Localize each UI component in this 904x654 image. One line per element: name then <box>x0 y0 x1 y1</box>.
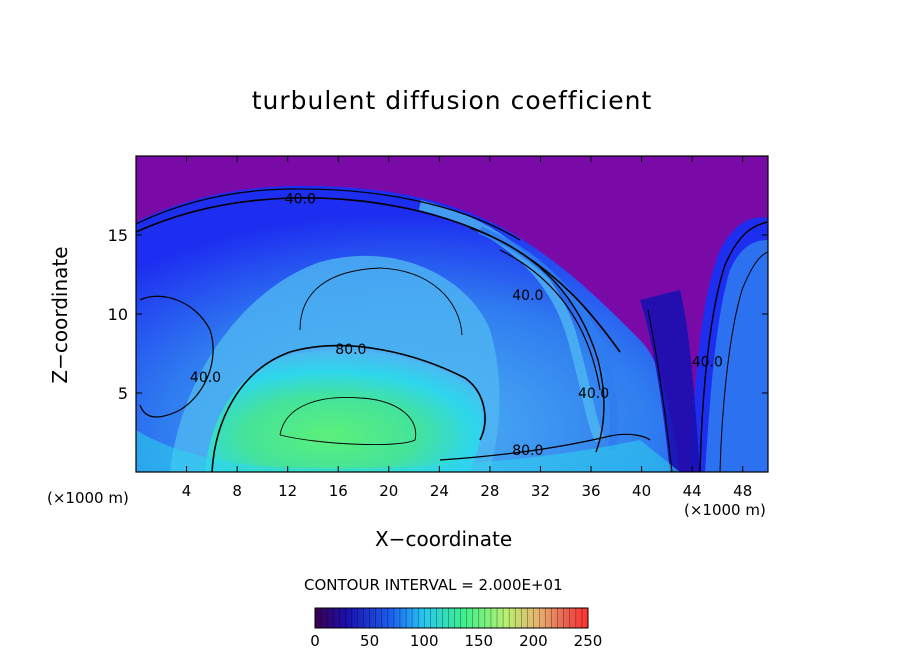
green-core-region <box>205 349 483 472</box>
y-tick-label: 15 <box>108 226 128 245</box>
contour-line-arc-1 <box>469 227 605 453</box>
y-axis: 5 10 15 <box>108 226 768 403</box>
contour-line-downdraft <box>647 309 673 472</box>
x-tick-label: 8 <box>232 482 242 500</box>
contour-lines <box>136 188 768 472</box>
x-tick-label: 36 <box>581 482 600 500</box>
colorbar-tick-label: 50 <box>360 632 379 650</box>
colorbar-ticks: 0 50 100 150 200 250 <box>310 632 602 650</box>
right-plume-inner <box>705 240 768 472</box>
contour-interval-label: CONTOUR INTERVAL = 2.000E+01 <box>304 576 563 594</box>
chart-title: turbulent diffusion coefficient <box>251 86 653 115</box>
x-tick-label: 20 <box>379 482 398 500</box>
x-tick-label: 32 <box>531 482 550 500</box>
x-tick-label: 12 <box>278 482 297 500</box>
contour-label: 40.0 <box>190 370 221 386</box>
x-tick-label: 4 <box>182 482 192 500</box>
colorbar-gradient <box>315 608 588 628</box>
y-tick-label: 10 <box>108 305 128 324</box>
colorbar: 0 50 100 150 200 250 <box>310 607 602 650</box>
contour-line-40-outer <box>136 188 521 241</box>
contour-label: 80.0 <box>512 443 543 459</box>
colorbar-tick-label: 150 <box>464 632 493 650</box>
contour-line-core <box>279 397 417 446</box>
downdraft-strip <box>640 290 700 472</box>
bottom-cyan-band <box>136 430 680 472</box>
contour-label: 80.0 <box>335 342 366 358</box>
colorbar-tick-label: 250 <box>574 632 603 650</box>
plot-area: 40.0 80.0 40.0 40.0 40.0 80.0 40.0 <box>136 156 768 472</box>
x-tick-label: 44 <box>683 482 702 500</box>
contour-line-right-plume-inner <box>719 251 768 472</box>
colorbar-tick-label: 0 <box>310 632 320 650</box>
contour-line-arc-2 <box>499 249 601 391</box>
contour-line-left-lobe <box>139 295 214 418</box>
arc-streak-2 <box>478 226 618 451</box>
contour-line-bottom-80 <box>439 433 651 461</box>
contour-label: 40.0 <box>512 288 543 304</box>
x-tick-label: 40 <box>632 482 651 500</box>
contour-label: 40.0 <box>285 192 316 208</box>
x-tick-label: 48 <box>733 482 752 500</box>
x-tick-label: 16 <box>329 482 348 500</box>
y-tick-label: 5 <box>118 384 128 403</box>
contour-labels: 40.0 80.0 40.0 40.0 40.0 80.0 40.0 <box>190 192 723 459</box>
arc-streak-1 <box>418 200 605 443</box>
contour-line-right-plume <box>699 221 768 472</box>
colorbar-frame <box>314 607 589 629</box>
contour-line-40-upper <box>136 197 621 353</box>
x-unit-label-right: (×1000 m) <box>684 501 766 519</box>
x-unit-label-left: (×1000 m) <box>47 489 129 507</box>
colorbar-stripes <box>320 608 583 628</box>
x-tick-label: 28 <box>480 482 499 500</box>
colorbar-tick-label: 200 <box>519 632 548 650</box>
contour-label: 40.0 <box>692 354 723 370</box>
contour-label: 40.0 <box>578 386 609 402</box>
x-axis: 4 8 12 16 20 24 28 32 36 40 44 48 <box>182 156 752 500</box>
x-tick-label: 24 <box>430 482 449 500</box>
contour-line-inner-dome <box>299 267 463 336</box>
x-axis-label: X−coordinate <box>375 527 513 551</box>
colorbar-tick-label: 100 <box>410 632 439 650</box>
contour-line-80 <box>211 344 486 472</box>
